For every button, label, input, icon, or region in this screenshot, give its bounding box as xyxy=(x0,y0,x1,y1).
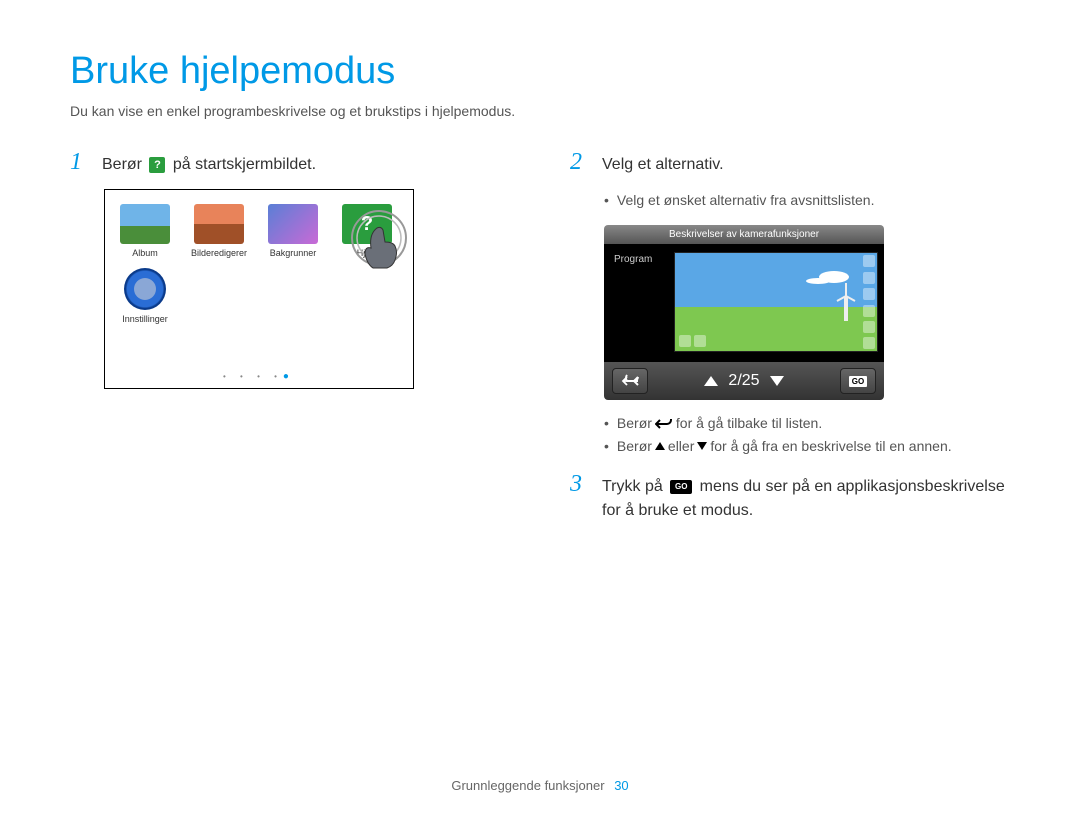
footer-section: Grunnleggende funksjoner xyxy=(451,778,604,793)
editor-icon xyxy=(194,204,244,244)
hs-label: Innstillinger xyxy=(115,314,175,324)
step-1-number: 1 xyxy=(70,149,88,176)
back-arrow-icon xyxy=(621,374,639,388)
page-dots: • • • •● xyxy=(105,371,413,382)
step-2-number: 2 xyxy=(570,149,588,176)
go-button[interactable]: GO xyxy=(840,368,876,394)
down-arrow-icon[interactable] xyxy=(770,376,784,386)
cam-overlay-icon xyxy=(863,321,875,333)
hs-label: Bilderedigerer xyxy=(189,248,249,258)
touch-finger-icon xyxy=(349,208,419,278)
step-1: 1 Berør ? på startskjermbildet. xyxy=(70,149,510,177)
back-arrow-icon xyxy=(655,417,673,431)
page-subtitle: Du kan vise en enkel programbeskrivelse … xyxy=(70,103,1010,119)
cam-overlay-icon xyxy=(863,255,875,267)
step-2: 2 Velg et alternativ. xyxy=(570,149,1010,177)
page-footer: Grunnleggende funksjoner 30 xyxy=(0,778,1080,793)
footer-page-number: 30 xyxy=(614,778,628,793)
hs-item-bilderedigerer[interactable]: Bilderedigerer xyxy=(189,204,249,258)
back-button[interactable] xyxy=(612,368,648,394)
settings-icon xyxy=(124,268,166,310)
hs-item-album[interactable]: Album xyxy=(115,204,175,258)
wallpaper-icon xyxy=(268,204,318,244)
step2-bullet-1: Velg et ønsket alternativ fra avsnittsli… xyxy=(604,189,1010,211)
step-3: 3 Trykk på GO mens du ser på en applikas… xyxy=(570,471,1010,523)
hs-item-bakgrunner[interactable]: Bakgrunner xyxy=(263,204,323,258)
cam-overlay-icon xyxy=(679,335,691,347)
cam-overlay-icon xyxy=(694,335,706,347)
cam-overlay-icon xyxy=(863,337,875,349)
hs-item-innstillinger[interactable]: Innstillinger xyxy=(115,268,175,324)
cam-overlay-icon xyxy=(863,272,875,284)
help-icon: ? xyxy=(149,157,165,173)
step-3-text: Trykk på GO mens du ser på en applikasjo… xyxy=(602,475,1010,523)
album-icon xyxy=(120,204,170,244)
go-label: GO xyxy=(849,376,867,387)
cam-overlay-icon xyxy=(863,288,875,300)
hs-label: Bakgrunner xyxy=(263,248,323,258)
up-triangle-icon xyxy=(655,442,665,450)
cam-preview xyxy=(674,252,878,352)
up-arrow-icon[interactable] xyxy=(704,376,718,386)
cam-side-icons xyxy=(863,255,875,349)
cam-program-label: Program xyxy=(614,252,674,352)
page-title: Bruke hjelpemodus xyxy=(70,50,1010,93)
windmill-icon xyxy=(835,281,857,321)
step-1-text: Berør ? på startskjermbildet. xyxy=(102,153,316,177)
step-3-number: 3 xyxy=(570,471,588,498)
go-icon: GO xyxy=(670,480,692,494)
hs-label: Album xyxy=(115,248,175,258)
down-triangle-icon xyxy=(697,442,707,450)
step2-bullet-3: Berør eller for å gå fra en beskrivelse … xyxy=(604,435,1010,457)
step-2-text: Velg et alternativ. xyxy=(602,153,724,177)
page-indicator: 2/25 xyxy=(704,372,783,390)
home-screen-mock: Album Bilderedigerer Bakgrunner ? Hjelp xyxy=(104,189,414,389)
cam-overlay-icon xyxy=(863,305,875,317)
cam-title-bar: Beskrivelser av kamerafunksjoner xyxy=(604,225,884,244)
camera-help-mock: Beskrivelser av kamerafunksjoner Program xyxy=(604,225,884,400)
step2-bullet-2: Berør for å gå tilbake til listen. xyxy=(604,412,1010,434)
page-counter: 2/25 xyxy=(728,372,759,390)
